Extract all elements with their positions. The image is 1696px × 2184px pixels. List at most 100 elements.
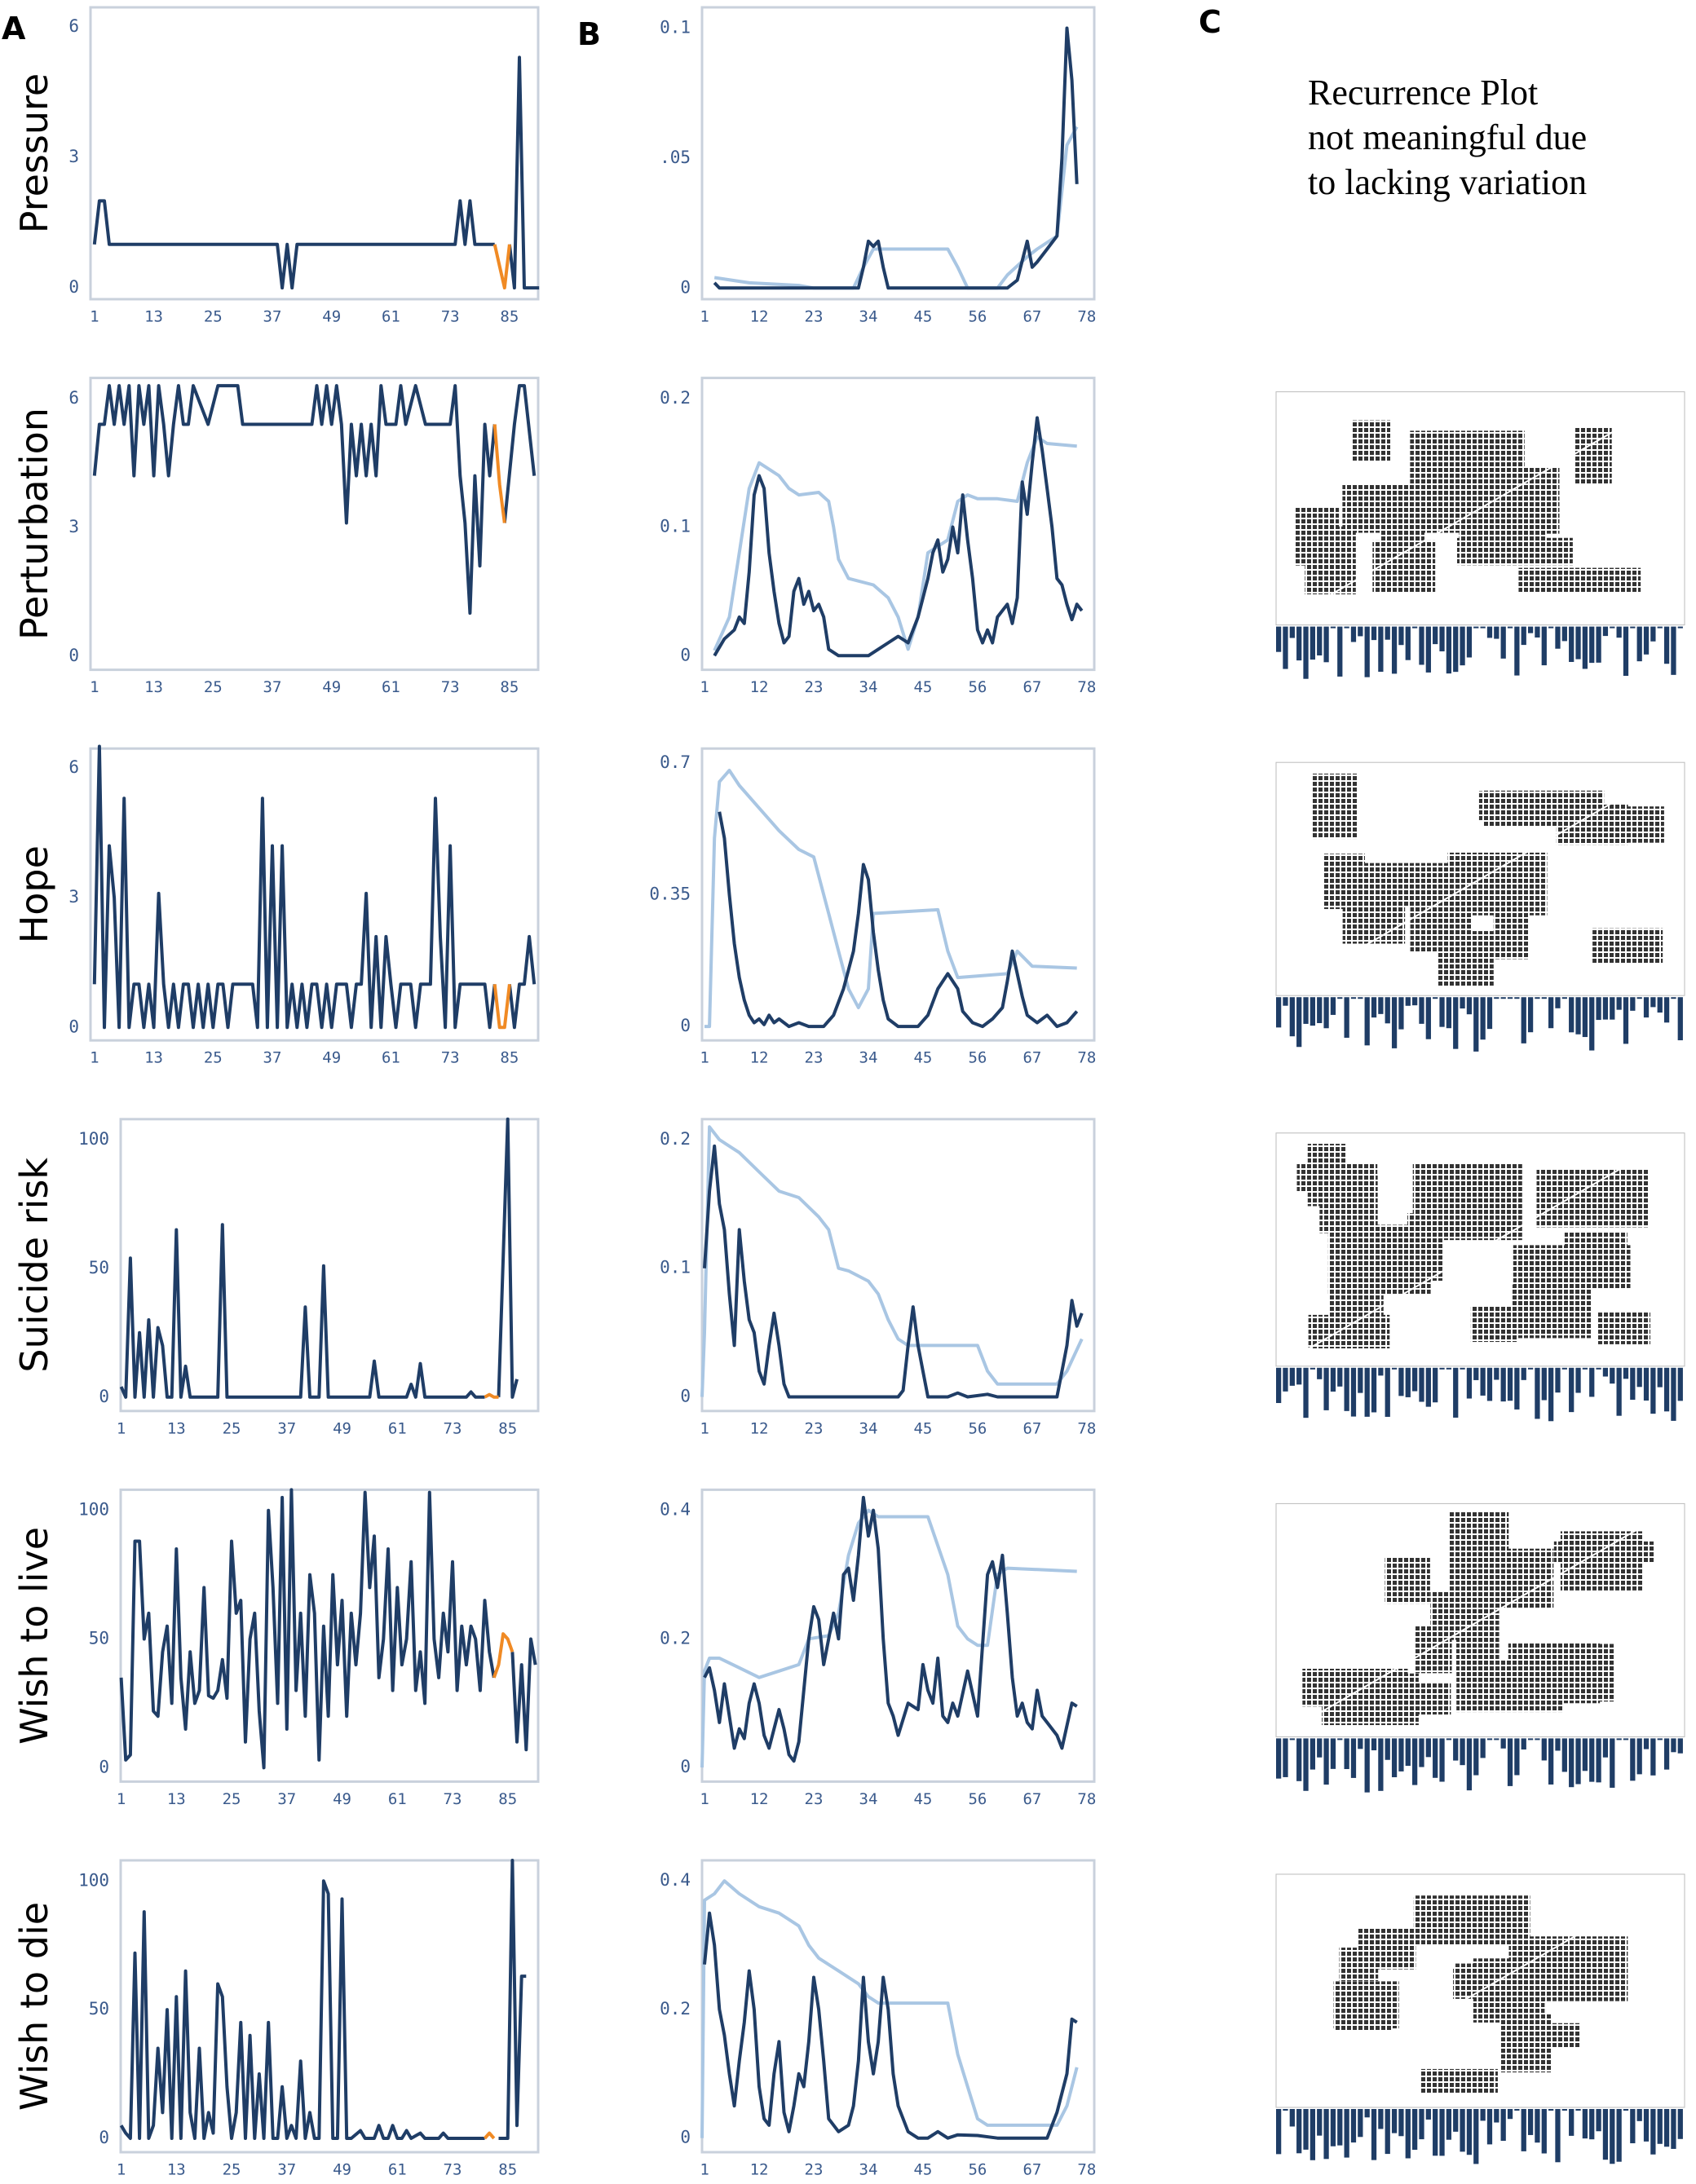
recurrence-bar xyxy=(1569,1738,1575,1788)
recurrence-block xyxy=(1564,1231,1628,1266)
recurrence-bar xyxy=(1283,1367,1288,1392)
recurrence-bar xyxy=(1514,997,1520,999)
recurrence-bar xyxy=(1364,1738,1370,1793)
recurrence-bar xyxy=(1494,1738,1499,1741)
y-tick-label: 100 xyxy=(78,1870,109,1890)
x-tick-label: 67 xyxy=(1022,1419,1041,1437)
recurrence-bar xyxy=(1433,1738,1438,1778)
x-tick-label: 34 xyxy=(859,1049,878,1067)
recurrence-bar xyxy=(1446,2109,1452,2140)
recurrence-bar xyxy=(1555,997,1561,1008)
y-tick-label: 0.2 xyxy=(660,1628,691,1648)
y-tick-label: 0 xyxy=(68,1017,79,1036)
panel-label: A xyxy=(2,11,26,46)
y-tick-label: 0.35 xyxy=(649,884,691,903)
x-tick-label: 85 xyxy=(498,1419,517,1437)
recurrence-bar xyxy=(1350,626,1357,642)
x-tick-label: 12 xyxy=(750,1790,769,1808)
recurrence-bar xyxy=(1630,1367,1636,1400)
recurrence-bar xyxy=(1650,2109,1656,2155)
recurrence-bar xyxy=(1677,1367,1683,1401)
recurrence-bar xyxy=(1589,1738,1595,1782)
recurrence-bar xyxy=(1527,1738,1534,1741)
recurrence-bar xyxy=(1296,997,1302,1048)
x-tick-label: 73 xyxy=(441,1049,460,1067)
series-line xyxy=(92,744,537,1030)
recurrence-bar xyxy=(1391,626,1398,674)
recurrence-bar xyxy=(1630,997,1636,1011)
recurrence-bar xyxy=(1433,997,1438,999)
recurrence-block xyxy=(1536,1169,1649,1228)
recurrence-bar xyxy=(1405,2109,1411,2159)
recurrence-block xyxy=(1592,928,1663,964)
note-line: to lacking variation xyxy=(1308,162,1587,202)
recurrence-block xyxy=(1406,1682,1451,1715)
series-line xyxy=(119,1117,519,1399)
recurrence-bar xyxy=(1405,626,1411,660)
recurrence-bar xyxy=(1371,626,1377,641)
y-tick-label: 0.2 xyxy=(660,1999,691,2019)
x-tick-label: 13 xyxy=(144,678,163,696)
recurrence-bar xyxy=(1582,1738,1588,1771)
recurrence-bar xyxy=(1610,1738,1615,1788)
recurrence-bar xyxy=(1541,2109,1547,2154)
recurrence-bar xyxy=(1582,2109,1588,2139)
recurrence-bar xyxy=(1364,2109,1370,2118)
recurrence-bar xyxy=(1616,997,1622,1010)
x-tick-label: 1 xyxy=(700,1049,709,1067)
y-tick-label: 3 xyxy=(68,887,79,907)
recurrence-bar xyxy=(1500,2109,1506,2142)
recurrence-bar xyxy=(1283,1738,1288,1777)
recurrence-block xyxy=(1518,567,1641,593)
recurrence-bar xyxy=(1385,1367,1390,1417)
series-line xyxy=(119,1488,537,1770)
recurrence-bar xyxy=(1323,997,1329,1029)
recurrence-bar xyxy=(1589,1367,1595,1397)
recurrence-bar xyxy=(1507,1738,1513,1786)
series-line xyxy=(713,26,1079,290)
recurrence-bar xyxy=(1350,2109,1357,2143)
recurrence-bar xyxy=(1589,2109,1595,2140)
recurrence-bar xyxy=(1473,2109,1479,2164)
recurrence-bar xyxy=(1657,997,1663,1013)
series-line xyxy=(703,1495,1078,1763)
recurrence-bar xyxy=(1610,2109,1615,2164)
recurrence-bar xyxy=(1569,626,1575,662)
recurrence-bar xyxy=(1453,1738,1459,1761)
recurrence-bar xyxy=(1643,997,1650,1018)
recurrence-bar xyxy=(1330,997,1336,1015)
recurrence-bar xyxy=(1330,1367,1336,1392)
x-tick-label: 45 xyxy=(913,678,932,696)
recurrence-bar xyxy=(1330,2109,1336,2146)
x-tick-label: 13 xyxy=(167,1419,186,1437)
series-line xyxy=(492,424,506,523)
recurrence-bar xyxy=(1398,1367,1404,1396)
recurrence-bar xyxy=(1555,1738,1561,1751)
recurrence-bar xyxy=(1623,1367,1629,1379)
x-tick-label: 1 xyxy=(700,1419,709,1437)
recurrence-bar xyxy=(1535,997,1540,999)
recurrence-bar xyxy=(1364,997,1370,1046)
recurrence-bar xyxy=(1296,1738,1302,1781)
y-tick-label: 0 xyxy=(99,1757,109,1776)
recurrence-bar xyxy=(1500,626,1506,659)
recurrence-bar xyxy=(1371,997,1377,1018)
recurrence-bar xyxy=(1575,1367,1581,1393)
recurrence-bar xyxy=(1561,1367,1567,1370)
recurrence-bar xyxy=(1350,1367,1357,1417)
recurrence-bar xyxy=(1276,1738,1282,1779)
series-line xyxy=(484,1392,499,1399)
recurrence-bar xyxy=(1317,626,1323,655)
recurrence-bar xyxy=(1283,626,1288,669)
recurrence-bar xyxy=(1575,997,1581,1035)
x-tick-label: 12 xyxy=(750,1419,769,1437)
recurrence-bar xyxy=(1466,1367,1473,1399)
y-tick-label: 0.2 xyxy=(660,388,691,408)
recurrence-bar xyxy=(1535,1738,1540,1741)
recurrence-bar xyxy=(1398,2109,1404,2137)
recurrence-bar xyxy=(1616,1367,1622,1416)
recurrence-bar xyxy=(1439,626,1445,651)
recurrence-bar xyxy=(1541,626,1547,666)
recurrence-block xyxy=(1385,1557,1430,1604)
recurrence-bar xyxy=(1630,2109,1636,2144)
